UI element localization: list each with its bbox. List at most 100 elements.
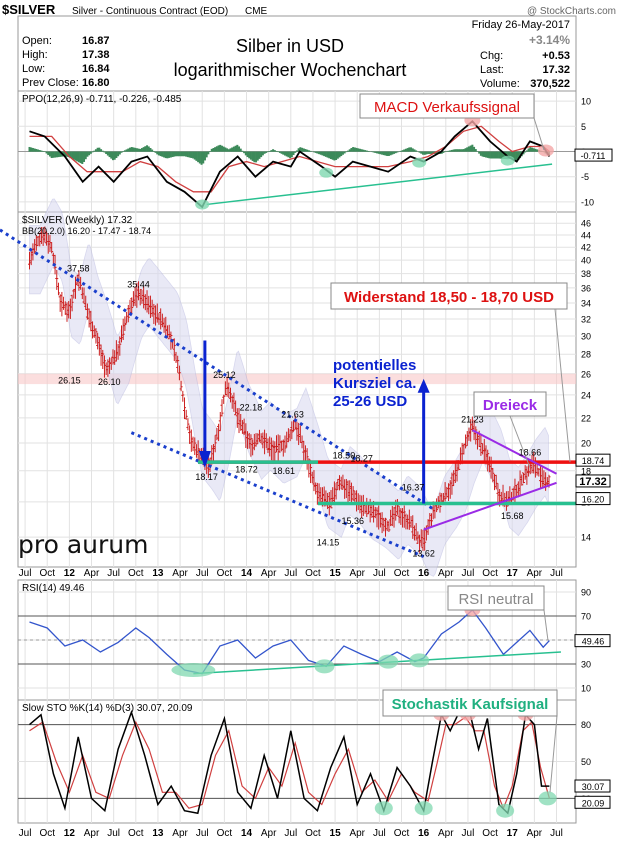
ppo-histogram-bar: [328, 151, 331, 159]
target-line-3: 25-26 USD: [333, 393, 407, 410]
ppo-histogram-bar: [234, 145, 237, 152]
ppo-histogram-bar: [384, 151, 387, 156]
x-tick-label: 13: [152, 568, 164, 579]
ppo-histogram-bar: [444, 151, 447, 153]
ppo-histogram-bar: [50, 151, 53, 159]
ppo-histogram-bar: [251, 151, 254, 161]
ppo-histogram-bar: [203, 151, 206, 161]
ppo-histogram-bar: [72, 151, 75, 160]
x-tick-label: Oct: [128, 568, 144, 579]
high-value: 17.38: [82, 49, 110, 61]
low-value: 16.84: [82, 63, 110, 75]
ppo-histogram-bar: [238, 146, 241, 152]
ppo-histogram-bar: [125, 149, 128, 152]
ppo-histogram-bar: [164, 151, 167, 159]
ppo-histogram-bar: [93, 150, 96, 152]
stochastic-callout-pointer: [549, 715, 558, 793]
ppo-histogram-bar: [510, 151, 513, 159]
ppo-histogram-bar: [456, 149, 459, 152]
ppo-histogram-bar: [207, 151, 210, 155]
ppo-histogram-bar: [488, 151, 491, 159]
ppo-histogram-bar: [209, 151, 212, 152]
triangle-lower-line: [423, 481, 557, 531]
macd-sell-box: [359, 93, 535, 119]
ppo-histogram-bar: [467, 146, 470, 152]
target-line-2: Kursziel ca.: [333, 375, 416, 392]
ppo-histogram-bar: [466, 147, 469, 152]
ppo-histogram-bar: [144, 146, 147, 152]
stochastic-low-highlight: [374, 801, 393, 816]
ppo-histogram-bar: [129, 147, 132, 152]
watermark: @ StockCharts.com: [527, 6, 616, 17]
price-target-note: potentielles Kursziel ca. 25-26 USD: [333, 357, 416, 410]
price-label: 35.44: [127, 279, 150, 289]
price-label: 22.18: [240, 402, 263, 412]
x-tick-label: Oct: [39, 568, 55, 579]
ppo-histogram-bar: [515, 151, 518, 162]
series-layer: [28, 120, 551, 815]
ppo-histogram-bar: [316, 151, 319, 154]
target-arrowhead: [417, 378, 430, 393]
price-label: 37.58: [67, 263, 90, 273]
y-tick-label: 32: [581, 314, 591, 324]
ppo-histogram-bar: [471, 144, 474, 152]
ppo-histogram-bar: [498, 151, 501, 159]
ppo-histogram-bar: [186, 151, 189, 158]
ppo-histogram-bar: [295, 150, 298, 152]
ppo-histogram-bar: [527, 148, 530, 152]
ppo-histogram-bar: [142, 147, 145, 152]
x-tick-label: Apr: [527, 568, 543, 579]
ppo-histogram-bar: [352, 147, 355, 152]
ppo-histogram-bar: [180, 151, 183, 157]
ppo-histogram-bar: [381, 151, 384, 155]
x-tick-label-bottom: Oct: [128, 828, 144, 839]
ppo-histogram-bar: [314, 151, 317, 153]
ppo-histogram-bar: [147, 146, 150, 152]
ppo-histogram-bar: [101, 150, 104, 152]
ppo-value-tag: -0.711: [581, 151, 606, 161]
ppo-histogram-bar: [336, 151, 339, 159]
ppo-histogram-bar: [287, 151, 290, 158]
ppo-histogram-bar: [491, 151, 494, 159]
ppo-histogram-bar: [372, 151, 375, 153]
x-tick-label-bottom: Oct: [394, 828, 410, 839]
x-tick-label: Oct: [217, 568, 233, 579]
ppo-histogram-bar: [193, 151, 196, 160]
ppo-histogram-bar: [358, 148, 361, 152]
x-tick-label-bottom: Jul: [196, 828, 209, 839]
ppo-histogram-bar: [248, 151, 251, 159]
ppo-histogram-bar: [285, 151, 288, 157]
price-label: 18.50: [333, 451, 356, 461]
fill-layer: [18, 144, 576, 577]
ppo-histogram-bar: [420, 151, 423, 154]
ppo-histogram-bar: [100, 149, 103, 152]
chart-title: Silber in USD: [236, 36, 344, 56]
ppo-histogram-bar: [304, 149, 307, 152]
ppo-histogram-bar: [171, 151, 174, 158]
price-label: 26.10: [98, 377, 121, 387]
y-tick-label: 20: [581, 438, 591, 448]
stochastic-k-tag: 30.07: [582, 782, 605, 792]
price-legend: $SILVER (Weekly) 17.32: [22, 215, 133, 226]
ppo-histogram-bar: [312, 151, 315, 153]
pro-aurum-logo: pro aurum: [18, 530, 149, 559]
ppo-histogram-bar: [404, 148, 407, 152]
ppo-histogram-bar: [290, 151, 293, 158]
ppo-histogram-bar: [512, 151, 515, 160]
y-tick-label: 10: [581, 684, 591, 694]
rsi-value-tag-box: [574, 634, 611, 648]
ppo-histogram-bar: [273, 150, 276, 152]
ppo-histogram-bar: [258, 151, 261, 159]
price-label: 16.37: [402, 482, 425, 492]
stochastic-buy-callout: Stochastik Kaufsignal: [382, 689, 558, 717]
quote-date: Friday 26-May-2017: [472, 19, 570, 31]
stochastic-low-highlight: [496, 803, 515, 818]
header-frame: [17, 15, 577, 92]
stochastic-low-highlight: [414, 801, 433, 816]
x-tick-label: Jul: [107, 568, 120, 579]
ppo-histogram-bar: [117, 151, 120, 157]
stochastic-d-tag-box: [574, 795, 611, 809]
ppo-histogram-bar: [394, 151, 397, 154]
ppo-histogram-bar: [379, 151, 382, 155]
ppo-histogram-bar: [396, 151, 399, 153]
